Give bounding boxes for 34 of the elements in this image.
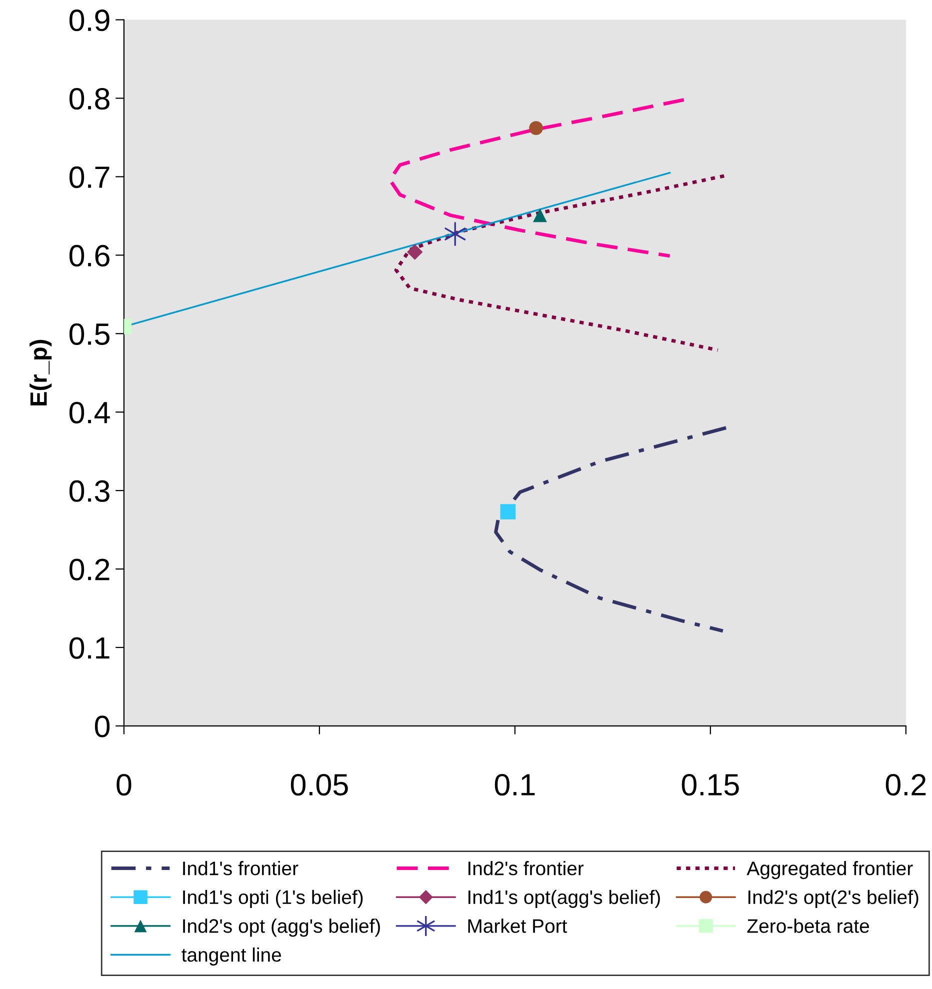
- point: [444, 222, 466, 246]
- legend-label: Ind1's frontier: [183, 861, 298, 876]
- point: [529, 121, 543, 135]
- y-tick-label: 0.9: [69, 10, 110, 32]
- point: [406, 244, 423, 260]
- y-tick-label: 0: [94, 716, 110, 738]
- x-tick-label: 0: [116, 774, 132, 796]
- line-series: [494, 426, 728, 633]
- y-tick-label: 0.2: [69, 558, 110, 580]
- x-tick-label: 0.05: [290, 774, 348, 796]
- y-axis-title: E(r_p): [30, 340, 52, 406]
- y-tick-label: 0.7: [69, 166, 110, 188]
- point: [533, 208, 547, 222]
- line-series: [388, 98, 686, 258]
- y-tick-label: 0.5: [69, 323, 110, 345]
- legend-label: Market Port: [468, 918, 568, 933]
- legend-label: Zero-beta rate: [747, 918, 870, 933]
- y-tick-label: 0.1: [69, 637, 110, 659]
- legend-label: Ind2's frontier: [468, 861, 584, 876]
- x-tick-label: 0.1: [494, 774, 535, 796]
- y-tick-label: 0.8: [69, 88, 110, 110]
- y-tick-label: 0.6: [69, 244, 110, 267]
- legend-label: Ind2's opt (agg's belief): [183, 918, 380, 937]
- legend-label: Ind1's opt(agg's belief): [468, 890, 660, 908]
- line-series: [394, 174, 726, 352]
- legend-label: tangent line: [182, 947, 282, 966]
- x-tick-label: 0.15: [682, 774, 739, 796]
- legend-label: Aggregated frontier: [746, 861, 913, 880]
- legend-label: Ind1's opti (1's belief): [183, 890, 363, 908]
- point: [500, 504, 516, 520]
- x-tick-label: 0.2: [886, 774, 926, 796]
- y-tick-label: 0.4: [69, 402, 110, 424]
- legend-label: Ind2's opt(2's belief): [748, 890, 918, 908]
- y-tick-label: 0.3: [69, 480, 110, 502]
